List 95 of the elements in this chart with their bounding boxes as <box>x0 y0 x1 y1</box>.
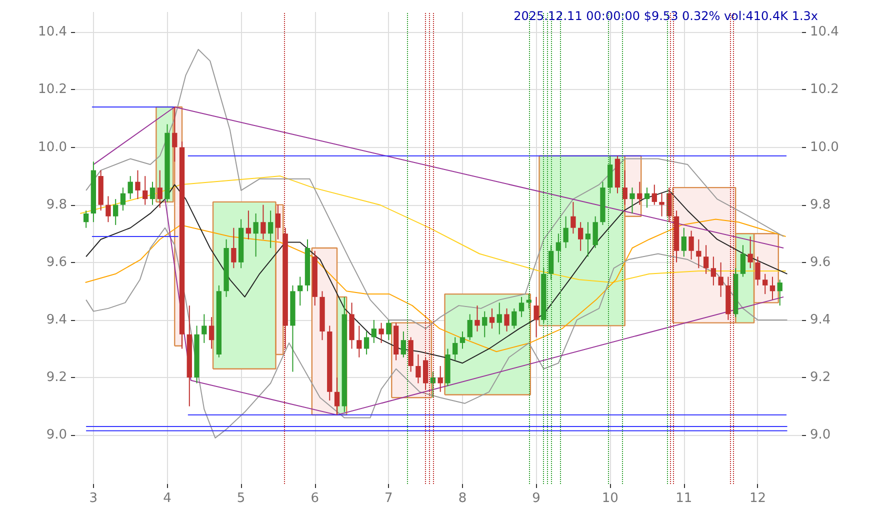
candlestick <box>637 181 642 206</box>
candlestick <box>208 316 214 350</box>
line-series <box>80 176 786 284</box>
candlestick <box>364 330 370 355</box>
candlestick <box>298 276 303 306</box>
candlestick <box>512 308 517 330</box>
x-tick-label: 6 <box>310 491 320 505</box>
x-tick-label: 11 <box>676 491 692 505</box>
candlestick <box>142 176 148 206</box>
line-series <box>86 184 788 364</box>
candlestick <box>496 302 502 335</box>
candlestick <box>659 192 664 217</box>
chart-title: 2025.12.11 00:00:00 $9.53 0.32% vol:410.4K 1.3x <box>514 9 818 23</box>
candlestick <box>202 314 207 344</box>
x-tick-label: 7 <box>384 491 393 505</box>
candlestick <box>755 256 760 286</box>
candlestick <box>770 276 776 300</box>
candlestick <box>570 201 576 234</box>
candlestick <box>504 308 510 332</box>
candlestick <box>748 236 753 269</box>
x-tick-label: 5 <box>236 491 246 505</box>
candlestick <box>157 170 162 208</box>
candlestick <box>260 204 266 240</box>
candlestick <box>474 305 480 332</box>
candlestick <box>696 238 702 269</box>
candlestick <box>740 244 746 278</box>
candlestick <box>135 170 140 200</box>
candlestick <box>585 222 591 258</box>
candlestick <box>438 366 443 392</box>
candlestick <box>578 222 584 252</box>
y-tick-label: 10.0 <box>38 140 67 155</box>
candlestick <box>231 227 236 269</box>
candlestick <box>83 210 89 228</box>
line-series <box>84 218 786 352</box>
candlestick <box>128 176 133 200</box>
candlestick <box>430 371 436 398</box>
candlestick <box>253 212 258 258</box>
candlestick <box>563 216 568 248</box>
y-tick-label: 9.2 <box>46 370 67 386</box>
line-series <box>86 48 784 330</box>
line-series <box>86 227 788 438</box>
candlestick <box>275 204 281 240</box>
y2-tick-label: 10.4 <box>810 24 839 40</box>
candlestick <box>371 319 376 344</box>
x-tick-label: 10 <box>602 491 618 505</box>
x-tick-label: 12 <box>749 491 766 505</box>
candlestick <box>460 330 466 350</box>
candlestick <box>416 354 421 384</box>
candlestick <box>489 308 495 330</box>
candlestick <box>246 210 252 240</box>
candlestick <box>106 196 111 223</box>
candlestick <box>120 187 126 212</box>
x-tick-label: 3 <box>89 491 98 505</box>
x-tick-label: 4 <box>163 491 172 505</box>
y-tick-label: 9.6 <box>46 254 67 270</box>
candlestick <box>150 181 156 206</box>
y2-tick-label: 9.2 <box>810 370 831 386</box>
y2-tick-label: 9.6 <box>810 254 831 270</box>
y2-tick-label: 9.8 <box>810 197 831 212</box>
y-tick-label: 10.2 <box>38 82 67 98</box>
candlestick <box>356 325 362 358</box>
candlestick <box>518 296 524 318</box>
candlestick <box>482 310 488 338</box>
y2-tick-label: 10.0 <box>810 140 839 155</box>
candlestick <box>762 273 768 295</box>
y2-tick-label: 10.2 <box>810 82 839 98</box>
candlestick <box>534 296 539 338</box>
candlestick <box>710 256 716 286</box>
candlestick <box>386 319 392 341</box>
y-tick-label: 9.4 <box>46 312 67 328</box>
candlestick <box>334 377 340 416</box>
candlestick <box>622 170 628 206</box>
candlestick <box>172 106 178 162</box>
candlestick <box>592 216 598 248</box>
candlestick <box>681 227 686 258</box>
candlestick <box>688 230 694 260</box>
candlestick <box>113 198 118 226</box>
candlestick <box>718 262 724 298</box>
y2-tick-label: 9.0 <box>810 428 831 443</box>
candlestick <box>703 244 709 274</box>
candlestick <box>378 322 384 344</box>
candlestick <box>452 336 458 361</box>
x-tick-label: 9 <box>532 491 540 505</box>
y2-tick-label: 9.4 <box>810 312 831 328</box>
candlestick <box>652 184 657 206</box>
candlestick <box>268 210 274 248</box>
candlestick <box>630 187 635 214</box>
y-tick-label: 10.4 <box>38 24 67 40</box>
candlestick <box>644 187 650 208</box>
candlestick <box>777 279 782 306</box>
candlestick <box>467 314 472 341</box>
y-tick-label: 9.8 <box>46 197 67 212</box>
line-series <box>164 198 784 416</box>
x-tick-label: 8 <box>458 491 467 505</box>
y-tick-label: 9.0 <box>46 428 67 443</box>
